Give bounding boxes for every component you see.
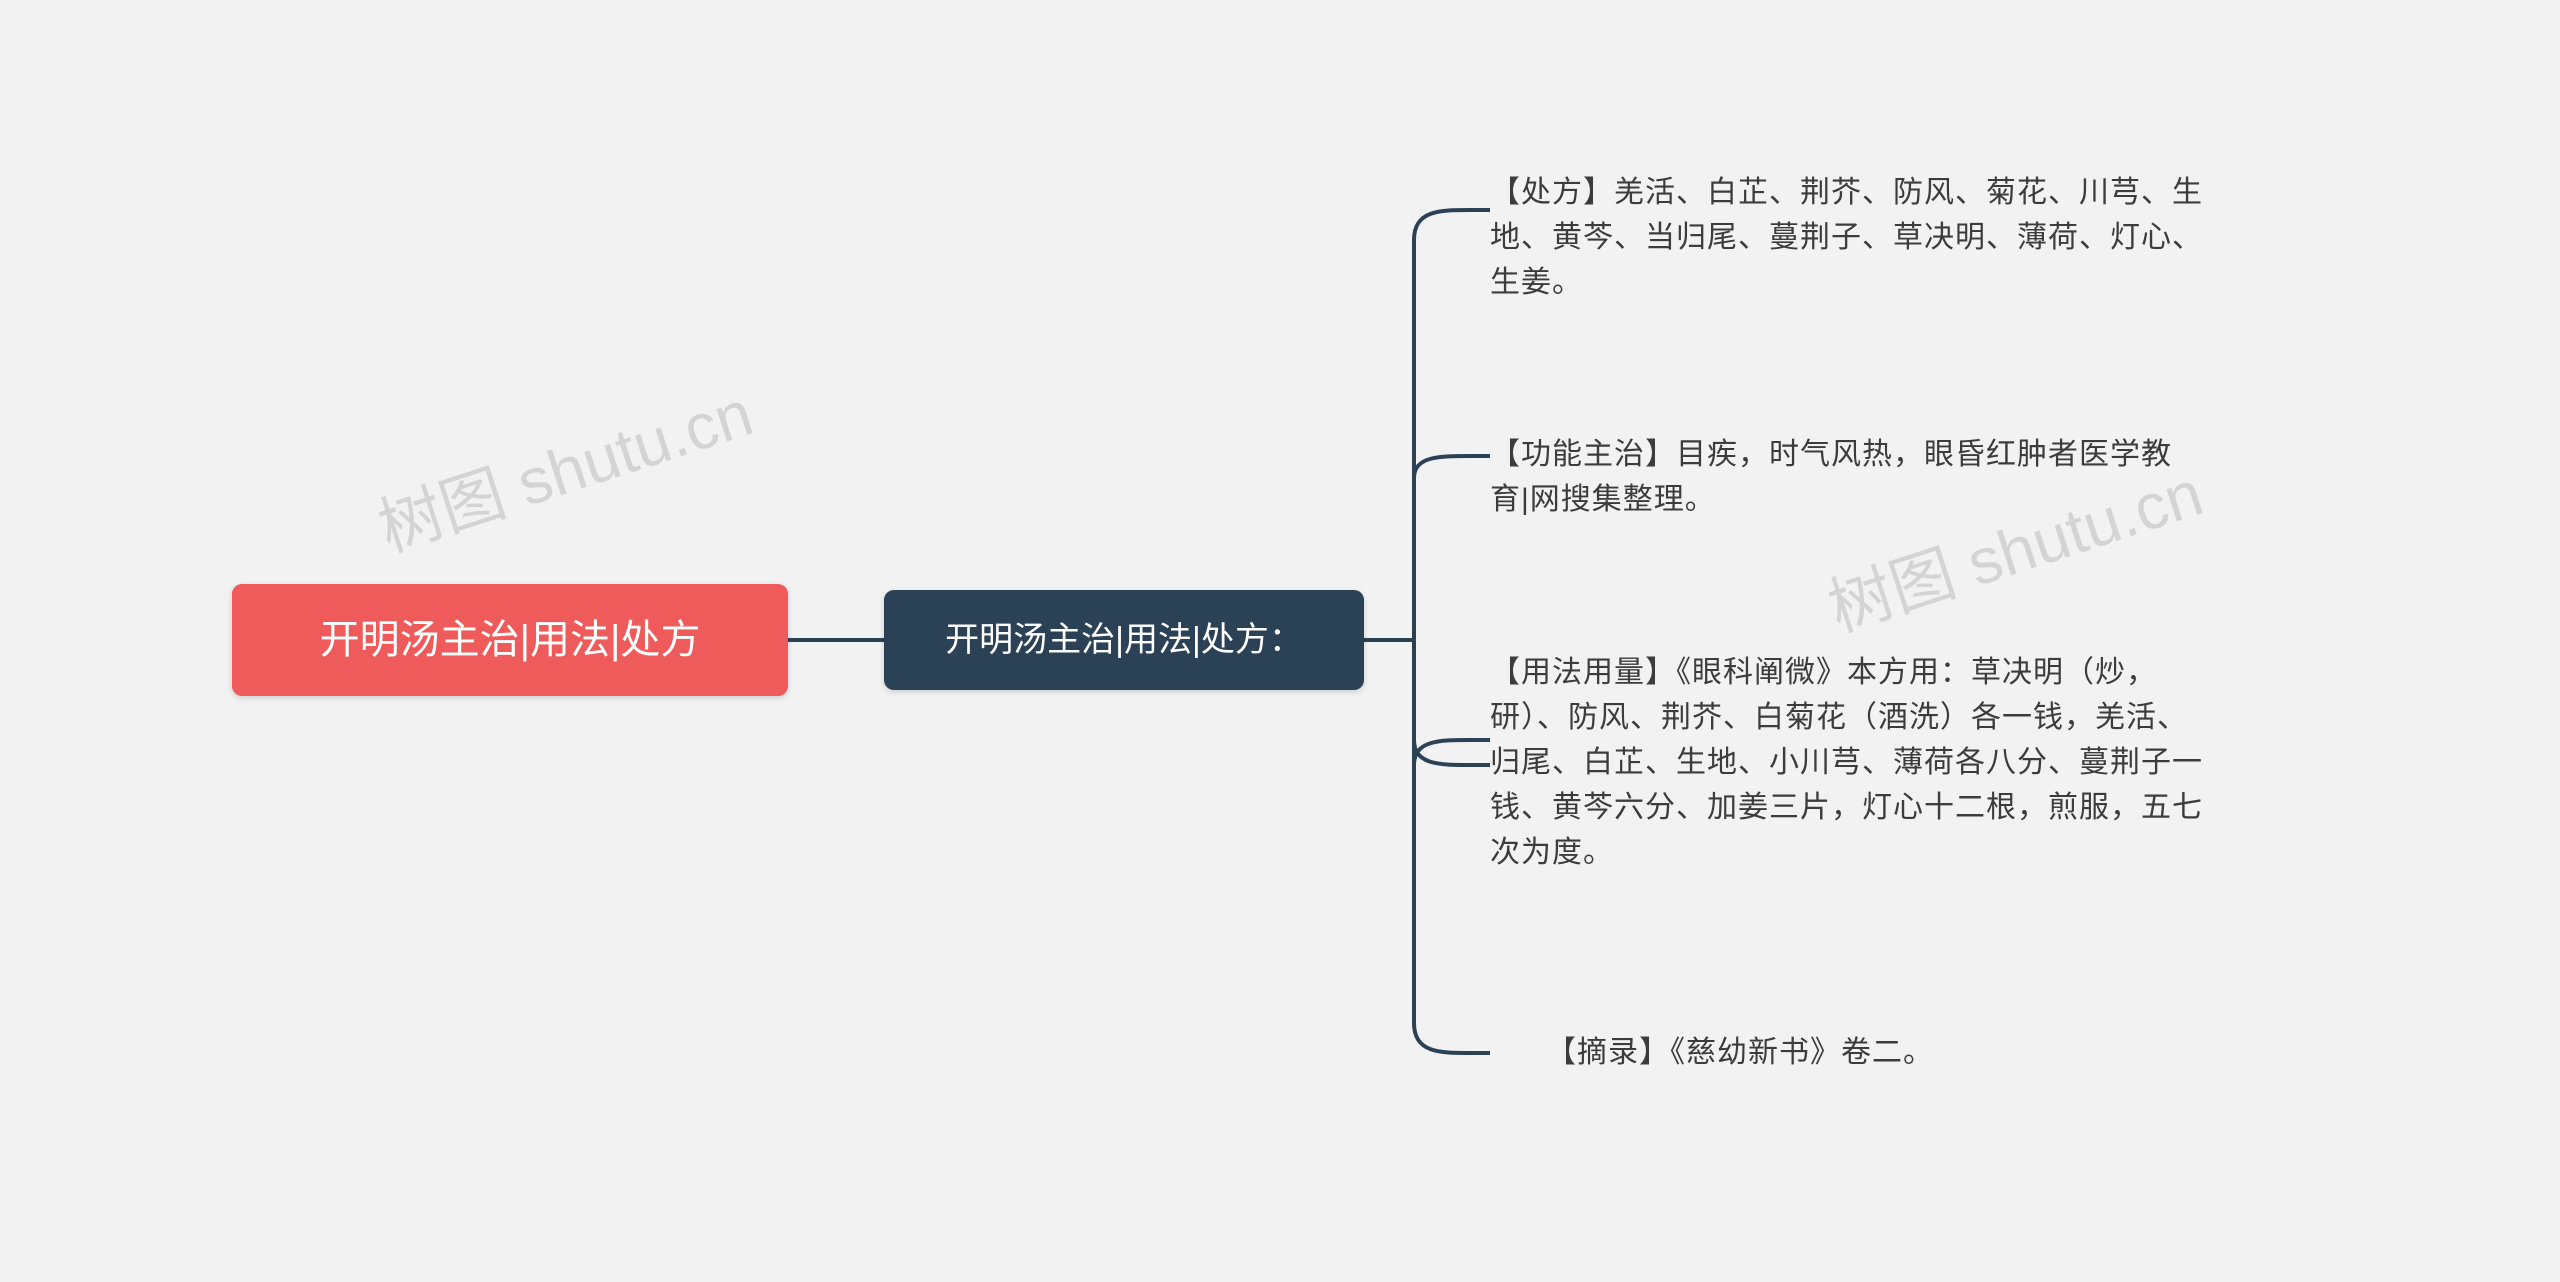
leaf-node[interactable]: 【处方】羌活、白芷、荆芥、防风、菊花、川芎、生地、黄芩、当归尾、蔓荆子、草决明、… <box>1490 170 2210 305</box>
leaf-text: 【功能主治】目疾，时气风热，眼昏红肿者医学教育|网搜集整理。 <box>1490 432 2210 522</box>
root-node[interactable]: 开明汤主治|用法|处方 <box>232 584 788 696</box>
watermark: 树图 shutu.cn <box>365 362 762 569</box>
edge-leaf-1 <box>1414 210 1490 640</box>
edge-leaf-4 <box>1414 640 1490 1053</box>
leaf-text: 【用法用量】《眼科阐微》本方用：草决明（炒，研）、防风、荆芥、白菊花（酒洗）各一… <box>1490 650 2210 875</box>
leaf-node[interactable]: 【用法用量】《眼科阐微》本方用：草决明（炒，研）、防风、荆芥、白菊花（酒洗）各一… <box>1490 650 2210 875</box>
root-label: 开明汤主治|用法|处方 <box>320 610 701 670</box>
mindmap-canvas: 树图 shutu.cn 树图 shutu.cn 开明汤主治|用法|处方 开明汤主… <box>0 0 2560 1282</box>
edge-leaf-3 <box>1414 640 1490 765</box>
leaf-text: 【处方】羌活、白芷、荆芥、防风、菊花、川芎、生地、黄芩、当归尾、蔓荆子、草决明、… <box>1490 170 2210 305</box>
edge-leaf-2 <box>1414 456 1490 640</box>
leaf-text: 【摘录】《慈幼新书》卷二。 <box>1546 1030 1934 1075</box>
leaf-node[interactable]: 【功能主治】目疾，时气风热，眼昏红肿者医学教育|网搜集整理。 <box>1490 432 2210 522</box>
edge-leaf-3b <box>1414 640 1490 765</box>
sub-label: 开明汤主治|用法|处方： <box>945 615 1303 666</box>
leaf-node[interactable]: 【摘录】《慈幼新书》卷二。 <box>1490 1030 1990 1075</box>
sub-node[interactable]: 开明汤主治|用法|处方： <box>884 590 1364 690</box>
